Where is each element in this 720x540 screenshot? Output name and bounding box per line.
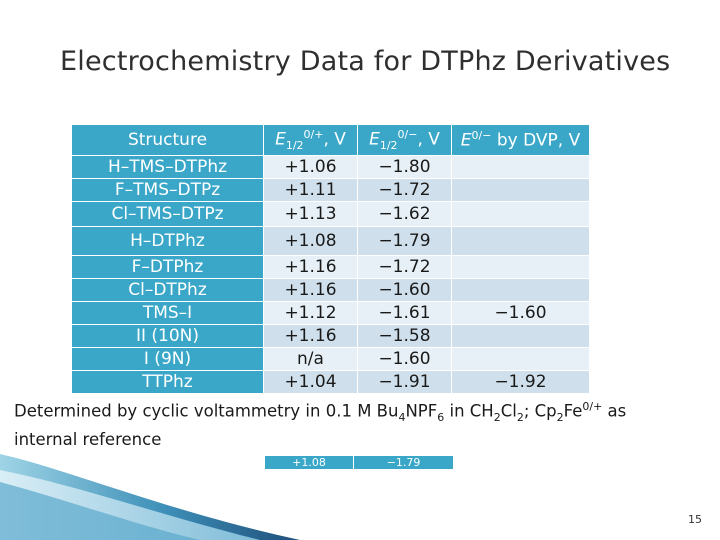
e-red-cell: −1.72 xyxy=(357,255,452,279)
structure-cell: H–DTPhz xyxy=(71,226,264,256)
e-red-cell: −1.61 xyxy=(357,301,452,325)
e-dvp-cell xyxy=(451,178,590,202)
e-ox-cell: +1.16 xyxy=(263,278,358,302)
e-ox-cell: +1.16 xyxy=(263,324,358,348)
small-strip-cell: −1.79 xyxy=(354,456,454,469)
e-red-cell: −1.60 xyxy=(357,278,452,302)
e-dvp-cell xyxy=(451,278,590,302)
structure-cell: F–TMS–DTPz xyxy=(71,178,264,202)
e-red-cell: −1.79 xyxy=(357,226,452,256)
e-dvp-cell xyxy=(451,155,590,179)
table-row: II (10N) +1.16 −1.58 xyxy=(71,324,590,348)
structure-cell: F–DTPhz xyxy=(71,255,264,279)
table-row: F–TMS–DTPz +1.11 −1.72 xyxy=(71,178,590,202)
footnote: Determined by cyclic voltammetry in 0.1 … xyxy=(14,400,627,449)
header-e-half-reduction: E1/20/−, V xyxy=(357,124,452,156)
structure-cell: TMS–I xyxy=(71,301,264,325)
table-row: TMS–I +1.12 −1.61 −1.60 xyxy=(71,301,590,325)
table-header-row: Structure E1/20/+, V E1/20/−, V E0/− by … xyxy=(71,124,590,156)
e-ox-cell: +1.08 xyxy=(263,226,358,256)
structure-cell: H–TMS–DTPhz xyxy=(71,155,264,179)
e-ox-cell: +1.13 xyxy=(263,201,358,227)
e-dvp-cell xyxy=(451,255,590,279)
table-row: F–DTPhz +1.16 −1.72 xyxy=(71,255,590,279)
e-dvp-cell: −1.60 xyxy=(451,301,590,325)
table-row: Cl–DTPhz +1.16 −1.60 xyxy=(71,278,590,302)
e-dvp-cell: −1.92 xyxy=(451,370,590,394)
structure-cell: I (9N) xyxy=(71,347,264,371)
e-ox-cell: +1.06 xyxy=(263,155,358,179)
structure-cell: Cl–DTPhz xyxy=(71,278,264,302)
e-dvp-cell xyxy=(451,347,590,371)
e-dvp-cell xyxy=(451,324,590,348)
structure-cell: II (10N) xyxy=(71,324,264,348)
table-row: I (9N) n/a −1.60 xyxy=(71,347,590,371)
structure-cell: TTPhz xyxy=(71,370,264,394)
e-red-cell: −1.91 xyxy=(357,370,452,394)
small-strip-cell: +1.08 xyxy=(265,456,354,469)
table-row: H–DTPhz +1.08 −1.79 xyxy=(71,226,590,256)
table-row: H–TMS–DTPhz +1.06 −1.80 xyxy=(71,155,590,179)
e-ox-cell: +1.04 xyxy=(263,370,358,394)
electrochemistry-table: Structure E1/20/+, V E1/20/−, V E0/− by … xyxy=(71,124,590,394)
header-e-half-oxidation: E1/20/+, V xyxy=(263,124,358,156)
slide-title: Electrochemistry Data for DTPhz Derivati… xyxy=(60,46,671,77)
e-red-cell: −1.80 xyxy=(357,155,452,179)
table-row: Cl–TMS–DTPz +1.13 −1.62 xyxy=(71,201,590,227)
e-dvp-cell xyxy=(451,226,590,256)
page-number: 15 xyxy=(688,513,702,526)
e-red-cell: −1.58 xyxy=(357,324,452,348)
small-data-strip: +1.08 −1.79 xyxy=(265,456,454,469)
e-red-cell: −1.60 xyxy=(357,347,452,371)
e-ox-cell: +1.11 xyxy=(263,178,358,202)
e-ox-cell: +1.16 xyxy=(263,255,358,279)
table-row: TTPhz +1.04 −1.91 −1.92 xyxy=(71,370,590,394)
decorative-swoosh xyxy=(0,454,300,540)
e-red-cell: −1.72 xyxy=(357,178,452,202)
header-structure: Structure xyxy=(71,124,264,156)
e-ox-cell: n/a xyxy=(263,347,358,371)
header-e-by-dvp: E0/− by DVP, V xyxy=(451,124,590,156)
e-dvp-cell xyxy=(451,201,590,227)
e-red-cell: −1.62 xyxy=(357,201,452,227)
structure-cell: Cl–TMS–DTPz xyxy=(71,201,264,227)
e-ox-cell: +1.12 xyxy=(263,301,358,325)
